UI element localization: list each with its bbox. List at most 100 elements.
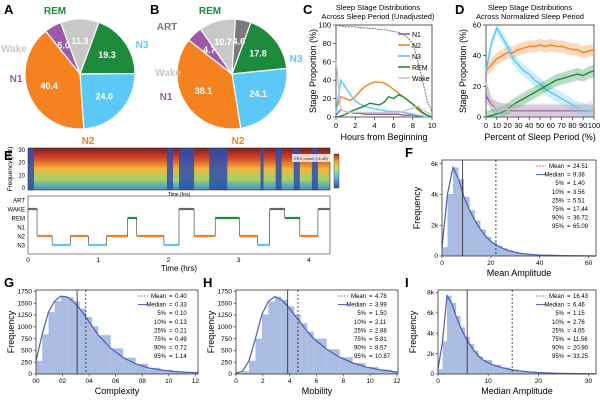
- series-line-wake: [335, 59, 433, 115]
- stat-label-mean: Mean: [549, 294, 564, 300]
- y-tick-label: 6k: [427, 310, 435, 317]
- pie-value-rem: 17.8: [249, 49, 267, 59]
- histogram-bar: [492, 364, 502, 374]
- stat-eq: =: [369, 354, 373, 360]
- x-tick-label: 20: [487, 260, 495, 267]
- histogram-bar: [236, 373, 243, 374]
- pie-value-n2: 40.4: [40, 81, 58, 91]
- x-tick-label: 0: [234, 378, 238, 385]
- histogram-bar: [148, 367, 161, 374]
- pie-label-wake: Wake: [155, 68, 181, 79]
- x-tick-label: 30: [585, 378, 593, 385]
- y-tick-label: 6k: [431, 161, 439, 168]
- histogram-bar: [464, 196, 470, 256]
- histogram-bar: [480, 229, 486, 256]
- histogram-bar: [352, 362, 366, 374]
- colorbar-label: EEG power (-5-dB): [294, 156, 329, 161]
- x-tick-label: 10: [485, 378, 493, 385]
- histogram-bar: [453, 167, 459, 256]
- pie-label-wake: Wake: [1, 44, 27, 55]
- stat-label-90: 90%: [354, 346, 367, 352]
- x-tick-label: 4: [288, 378, 292, 385]
- x-tick-label: 4: [372, 121, 376, 130]
- series-line-n3: [485, 26, 594, 112]
- y-tick-label: 1500: [218, 300, 233, 307]
- stat-value-5: 1.15: [573, 311, 585, 317]
- y-tick-label: 0: [477, 113, 481, 122]
- plot-frame: [235, 289, 399, 375]
- spectrogram-wake-stripe: [275, 148, 282, 190]
- x-tick-label: 0: [440, 260, 444, 267]
- x-tick-label: 10: [493, 121, 501, 130]
- panel-letter-i: I: [405, 275, 409, 290]
- y-tick-label: 1000: [218, 324, 233, 331]
- stat-eq: =: [369, 337, 373, 343]
- y-tick-label: 40: [323, 76, 331, 85]
- y-tick-label: 4k: [431, 192, 439, 199]
- stat-eq: =: [169, 354, 173, 360]
- spectrogram-wake-stripe: [260, 148, 264, 190]
- histogram-bar: [42, 334, 49, 374]
- histogram-bar: [491, 241, 497, 256]
- stat-label-10: 10%: [552, 320, 565, 326]
- stat-label-10: 10%: [354, 320, 367, 326]
- x-tick-label: 50: [536, 121, 544, 130]
- plot-frame: [335, 24, 433, 118]
- stat-value-95: 33.25: [573, 354, 589, 360]
- stat-eq: =: [169, 346, 173, 352]
- histogram-bar: [281, 299, 288, 374]
- stat-label-75: 75%: [354, 337, 367, 343]
- y-tick-label: 2k: [431, 222, 439, 229]
- histogram-h: 0 2 4 6 8 10 12 0 250 500 750 1000 1250 1500 1750 Mobil…: [206, 289, 401, 396]
- y-tick-label: 0: [28, 371, 32, 378]
- histogram-bar: [513, 251, 519, 256]
- stat-label-95: 95%: [154, 354, 167, 360]
- x-axis-label: Median Amplitude: [481, 386, 553, 396]
- pie-slice-n3: [79, 72, 136, 130]
- colorbar: [333, 153, 340, 189]
- stat-value-10: 2.11: [375, 320, 387, 326]
- stat-label-90: 90%: [552, 346, 565, 352]
- legend-label-n1: N1: [412, 32, 421, 39]
- density-curve: [35, 295, 199, 374]
- x-tick-label: 0: [484, 121, 488, 130]
- pie-label-rem: REM: [199, 6, 221, 17]
- hypnogram-stage-label-n3: N3: [17, 244, 25, 250]
- histogram-bar: [242, 371, 249, 374]
- hypnogram-frame: [27, 195, 331, 255]
- panel-letter-d: D: [455, 2, 464, 17]
- pie-chart-a: 19.3 REM 24.0 N3 40.4 N2 5.0 N1 11.3 Wake: [1, 6, 149, 147]
- x-axis-label: Mobility: [302, 386, 333, 396]
- histogram-bar: [478, 356, 484, 374]
- histogram-bar: [497, 245, 503, 256]
- pie-value-rem: 19.3: [98, 50, 116, 60]
- stat-value-5: 1.50: [375, 311, 387, 317]
- histogram-f: 0 20 40 60 0 2k 4k 6k Mean Amplitude Frequency Mea…: [412, 159, 597, 278]
- y-axis-label: Frequency: [408, 310, 418, 353]
- stat-eq: =: [567, 207, 571, 213]
- stat-value-75: 17.44: [573, 207, 589, 213]
- pie-slice-art: [231, 18, 252, 75]
- stat-eq: =: [369, 320, 373, 326]
- x-tick-label: 10: [428, 121, 436, 130]
- pie-label-n1: N1: [160, 92, 173, 103]
- stat-value-25: 0.21: [175, 328, 187, 334]
- x-axis-label: Mean Amplitude: [487, 268, 552, 278]
- stat-value-median: 9.38: [573, 173, 585, 179]
- density-curve: [441, 165, 597, 257]
- histogram-bar: [48, 312, 55, 374]
- histogram-bar: [442, 247, 448, 256]
- y-tick-label: 20: [323, 94, 331, 103]
- x-tick-label: 00: [32, 378, 40, 385]
- y-tick-label: 20: [473, 82, 481, 91]
- histogram-bar: [442, 341, 448, 374]
- stat-eq: =: [169, 294, 173, 300]
- spectrogram-wake-stripe: [311, 148, 318, 190]
- series-line-n2: [335, 81, 433, 118]
- y-tick-label: 1250: [218, 312, 233, 319]
- stat-eq: =: [567, 328, 571, 334]
- chart-d-title-line1: Sleep Stage Distributions: [488, 3, 572, 12]
- chart-d-title-line2: Across Normalized Sleep Period: [476, 12, 584, 21]
- histogram-bar: [438, 369, 443, 374]
